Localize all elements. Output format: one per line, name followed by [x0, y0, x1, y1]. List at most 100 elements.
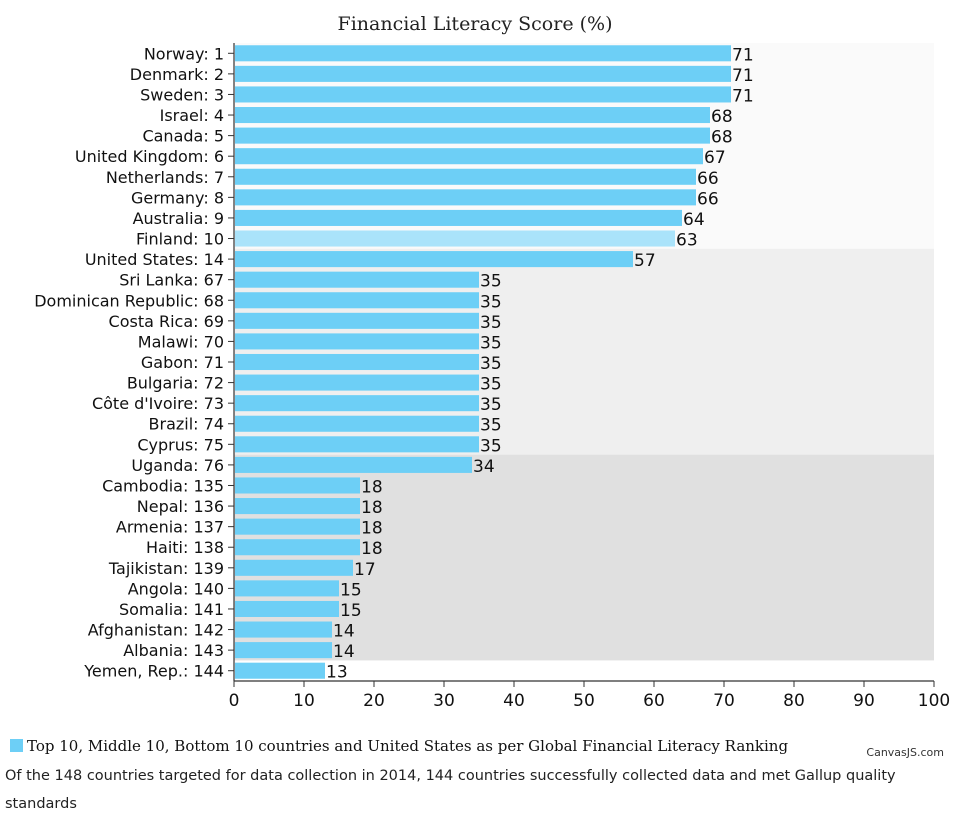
x-tick-label: 10	[293, 691, 315, 711]
value-label: 71	[732, 66, 754, 86]
chart-title: Financial Literacy Score (%)	[338, 13, 613, 35]
bar	[235, 148, 703, 165]
value-label: 71	[732, 45, 754, 65]
category-label: Australia: 9	[133, 209, 224, 228]
value-label: 35	[480, 395, 502, 415]
category-label: Brazil: 74	[149, 415, 224, 434]
value-label: 35	[480, 292, 502, 312]
x-tick-label: 40	[503, 691, 525, 711]
bar	[235, 189, 696, 206]
x-tick-label: 30	[433, 691, 455, 711]
value-label: 18	[361, 539, 383, 559]
value-label: 66	[697, 169, 719, 189]
value-labels: 7171716868676666646357353535353535353535…	[326, 45, 754, 682]
bar	[235, 230, 675, 247]
category-label: Finland: 10	[136, 230, 224, 249]
category-label: Netherlands: 7	[106, 168, 224, 187]
bars	[235, 45, 731, 679]
bar	[235, 292, 479, 309]
x-axis: 0 10 20 30 40 50 60 70 80 90 100	[229, 43, 950, 711]
bar	[235, 662, 325, 679]
category-label: Costa Rica: 69	[109, 312, 224, 331]
category-label: Germany: 8	[131, 188, 224, 207]
x-tick-label: 100	[918, 691, 950, 711]
value-label: 35	[480, 333, 502, 353]
bar	[235, 209, 682, 226]
x-tick-label: 20	[363, 691, 385, 711]
bar	[235, 65, 731, 82]
bar	[235, 45, 731, 62]
category-label: Somalia: 141	[119, 600, 224, 619]
category-label: Yemen, Rep.: 144	[83, 662, 224, 681]
bar	[235, 539, 360, 556]
value-label: 15	[340, 601, 362, 621]
bar-chart: Financial Literacy Score (%) Norway: 1 De…	[10, 13, 950, 759]
bar	[235, 86, 731, 103]
value-label: 63	[676, 231, 698, 251]
x-tick-label: 50	[573, 691, 595, 711]
value-label: 35	[480, 272, 502, 292]
category-label: Uganda: 76	[131, 456, 224, 475]
x-tick-label: 70	[713, 691, 735, 711]
category-label: United Kingdom: 6	[75, 147, 224, 166]
bar	[235, 415, 479, 432]
value-label: 13	[326, 663, 348, 683]
category-label: Cyprus: 75	[137, 435, 224, 454]
legend: Top 10, Middle 10, Bottom 10 countries a…	[10, 737, 788, 755]
value-label: 71	[732, 86, 754, 106]
category-label: Sweden: 3	[140, 85, 224, 104]
bar	[235, 518, 360, 535]
category-label: Nepal: 136	[137, 497, 224, 516]
value-label: 18	[361, 498, 383, 518]
category-label: Gabon: 71	[141, 353, 224, 372]
bar	[235, 395, 479, 412]
bar	[235, 580, 339, 597]
value-label: 34	[473, 457, 495, 477]
category-label: Canada: 5	[142, 127, 224, 146]
category-label: Sri Lanka: 67	[119, 271, 224, 290]
category-label: Albania: 143	[123, 641, 224, 660]
bar	[235, 498, 360, 515]
x-tick-label: 90	[853, 691, 875, 711]
value-label: 68	[711, 128, 733, 148]
category-label: Armenia: 137	[116, 518, 224, 537]
value-label: 35	[480, 354, 502, 374]
bar	[235, 353, 479, 371]
value-label: 66	[697, 189, 719, 209]
category-label: Dominican Republic: 68	[34, 291, 224, 310]
category-label: Côte d'Ivoire: 73	[92, 394, 224, 413]
category-label: Afghanistan: 142	[88, 621, 224, 640]
bar	[235, 333, 479, 350]
bar	[235, 456, 472, 473]
category-label: Malawi: 70	[138, 332, 224, 351]
value-label: 68	[711, 107, 733, 127]
bar	[235, 251, 633, 268]
bar	[235, 600, 339, 617]
bar	[235, 374, 479, 391]
category-label: Haiti: 138	[146, 538, 224, 557]
category-label: Norway: 1	[144, 44, 224, 63]
category-label: Israel: 4	[160, 106, 224, 125]
x-tick-label: 60	[643, 691, 665, 711]
value-label: 14	[333, 622, 355, 642]
value-label: 64	[683, 210, 705, 230]
bar	[235, 107, 710, 124]
value-label: 17	[354, 560, 376, 580]
value-label: 35	[480, 436, 502, 456]
value-label: 35	[480, 313, 502, 333]
legend-label: Top 10, Middle 10, Bottom 10 countries a…	[27, 737, 788, 755]
value-label: 67	[704, 148, 726, 168]
category-label: Denmark: 2	[130, 65, 224, 84]
category-label: Cambodia: 135	[102, 476, 224, 495]
value-label: 18	[361, 519, 383, 539]
x-tick-label: 0	[229, 691, 240, 711]
bar	[235, 168, 696, 185]
value-label: 57	[634, 251, 656, 271]
category-label: United States: 14	[85, 250, 224, 269]
bar	[235, 559, 353, 576]
chart-caption: Of the 148 countries targeted for data c…	[5, 768, 896, 812]
value-label: 35	[480, 416, 502, 436]
legend-swatch	[10, 739, 23, 752]
bar	[235, 271, 479, 288]
